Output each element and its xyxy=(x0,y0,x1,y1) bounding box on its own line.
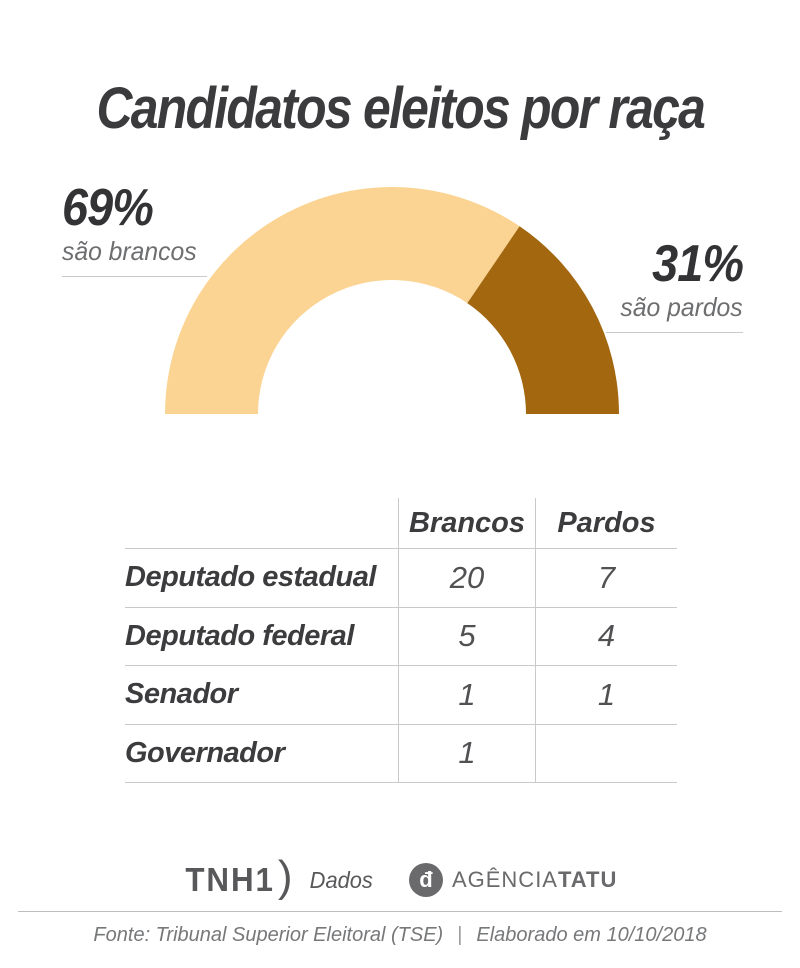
callout-brancos: 69% são brancos xyxy=(62,179,207,278)
row-value-pardos xyxy=(535,724,677,782)
agencia-tatu-icon: đ xyxy=(408,863,443,897)
page-title: Candidatos eleitos por raça xyxy=(96,75,705,141)
row-value-brancos: 1 xyxy=(398,724,535,782)
tnh1-dados-logo: TNH1 ) Dados xyxy=(183,852,375,902)
pardos-label: são pardos xyxy=(620,292,743,322)
row-label: Senador xyxy=(125,678,238,711)
callout-pardos: 31% são pardos xyxy=(606,235,744,334)
tnh1-wordmark: TNH1 xyxy=(184,861,275,898)
column-header-brancos: Brancos xyxy=(398,498,535,548)
column-header-pardos: Pardos xyxy=(535,498,677,548)
callout-underline xyxy=(606,332,743,334)
results-table: Brancos Pardos Deputado estadual 20 7 De… xyxy=(125,498,677,783)
brancos-percentage: 69% xyxy=(62,179,154,237)
table-row: Governador 1 xyxy=(125,723,677,782)
footer-logos: TNH1 ) Dados đ AGÊNCIATATU xyxy=(0,852,800,904)
table-row: Senador 1 1 xyxy=(125,665,677,724)
elaborated-text: Elaborado em 10/10/2018 xyxy=(476,924,707,946)
brancos-label: são brancos xyxy=(62,236,197,266)
row-value-pardos: 7 xyxy=(535,549,677,607)
row-label: Governador xyxy=(125,736,285,769)
donut-slice-são-pardos xyxy=(467,226,619,414)
table-bottom-rule xyxy=(125,782,677,783)
pardos-percentage: 31% xyxy=(652,235,744,293)
callout-underline xyxy=(62,276,207,278)
agencia-tatu-label: AGÊNCIATATU xyxy=(451,867,618,892)
row-label: Deputado federal xyxy=(125,619,354,652)
source-separator: | xyxy=(457,924,463,946)
table-row: Deputado federal 5 4 xyxy=(125,606,677,665)
table-row: Deputado estadual 20 7 xyxy=(125,548,677,607)
row-value-brancos: 20 xyxy=(398,549,535,607)
row-value-brancos: 5 xyxy=(398,607,535,665)
row-label: Deputado estadual xyxy=(125,561,376,594)
source-line: Fonte: Tribunal Superior Eleitoral (TSE)… xyxy=(0,924,800,947)
agencia-tatu-logo: đ AGÊNCIATATU xyxy=(408,863,618,897)
table-header-row: Brancos Pardos xyxy=(125,498,677,548)
row-value-brancos: 1 xyxy=(398,666,535,724)
footer-divider xyxy=(18,911,782,912)
donut-slice-são-brancos xyxy=(165,186,520,414)
header-empty-cell xyxy=(125,498,398,548)
tnh1-dados-label: Dados xyxy=(310,866,374,893)
row-value-pardos: 4 xyxy=(535,607,677,665)
row-value-pardos: 1 xyxy=(535,666,677,724)
source-text: Fonte: Tribunal Superior Eleitoral (TSE) xyxy=(93,924,444,946)
tnh1-paren-icon: ) xyxy=(277,852,293,901)
